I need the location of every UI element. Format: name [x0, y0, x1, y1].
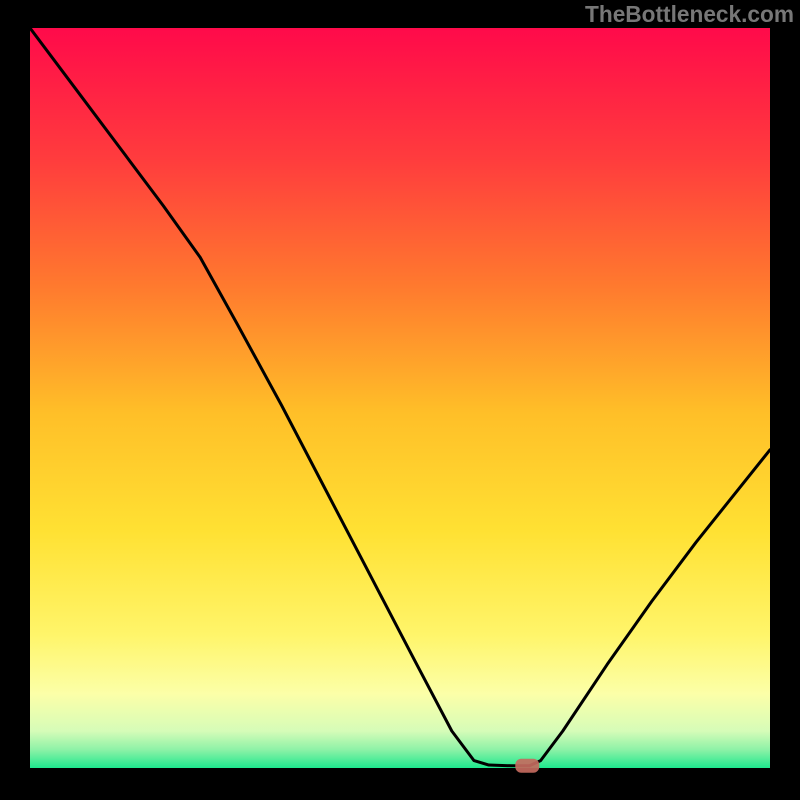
plot-background: [30, 28, 770, 768]
chart-stage: TheBottleneck.com: [0, 0, 800, 800]
optimal-marker: [515, 759, 539, 773]
bottleneck-chart: [0, 0, 800, 800]
